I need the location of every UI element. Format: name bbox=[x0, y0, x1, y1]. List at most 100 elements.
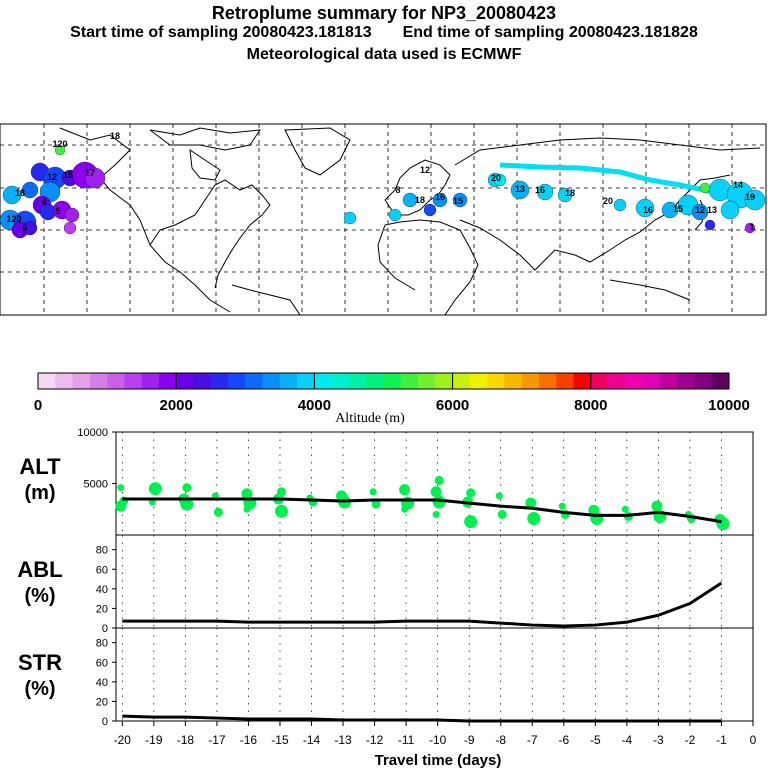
chart-title: Retroplume summary for NP3_20080423 bbox=[211, 3, 557, 23]
map-frame bbox=[0, 123, 767, 316]
plume-cluster-30 bbox=[661, 201, 679, 219]
plume-day-label-14: 18 bbox=[415, 195, 425, 205]
y-tick-label-abl: 80 bbox=[96, 545, 108, 557]
alt-scatter-point-5 bbox=[182, 483, 192, 493]
alt-scatter-point-36 bbox=[558, 502, 566, 510]
series-line-abl bbox=[122, 581, 723, 628]
altitude-colorbar: 0 2000 4000 6000 8000 10000 Altitude (m) bbox=[34, 372, 750, 426]
alt-scatter-point-2 bbox=[115, 500, 127, 512]
panel-alt: 10000 5000 ALT (m) bbox=[19, 427, 754, 536]
plume-cluster-40 bbox=[493, 173, 507, 187]
colorbar-cell-26 bbox=[487, 373, 505, 389]
map-coastlines bbox=[59, 127, 761, 316]
colorbar-cell-21 bbox=[400, 373, 419, 389]
alt-scatter-point-33 bbox=[497, 509, 507, 519]
alt-scatter-point-35 bbox=[527, 512, 541, 526]
x-tick-label-19: -1 bbox=[716, 733, 727, 747]
plume-day-label-22: 12 bbox=[695, 205, 705, 215]
y-tick-label-str: 60 bbox=[96, 657, 108, 669]
colorbar-label: Altitude (m) bbox=[335, 411, 405, 426]
plume-day-label-19: 20 bbox=[603, 196, 613, 206]
colorbar-cell-29 bbox=[538, 373, 557, 389]
plume-cluster-15 bbox=[22, 220, 38, 236]
coast-arctic-islands bbox=[149, 127, 262, 151]
x-tick-label-15: -5 bbox=[590, 733, 601, 747]
plume-cluster-17 bbox=[54, 144, 66, 156]
colorbar-tick-label-5: 10000 bbox=[708, 397, 750, 414]
x-tick-label-14: -6 bbox=[558, 733, 569, 747]
y-tick-label-alt: 10000 bbox=[77, 427, 108, 439]
plume-cluster-20 bbox=[423, 203, 437, 217]
plume-day-label-8: 4 bbox=[41, 197, 46, 207]
x-tick-label-9: -11 bbox=[398, 733, 415, 747]
plume-day-label-20: 16 bbox=[643, 205, 653, 215]
coast-asia bbox=[454, 137, 761, 271]
coast-greenland bbox=[284, 127, 351, 176]
colorbar-cell-20 bbox=[383, 373, 402, 389]
coast-north-america bbox=[59, 127, 271, 313]
plume-day-label-3: 15 bbox=[63, 170, 73, 180]
colorbar-cell-28 bbox=[521, 373, 540, 389]
plume-day-label-9: 5 bbox=[55, 206, 60, 216]
colorbar-cell-24 bbox=[452, 373, 471, 389]
x-tick-label-0: -20 bbox=[114, 733, 132, 747]
colorbar-cell-14 bbox=[279, 373, 298, 389]
y-tick-label-abl: 60 bbox=[96, 564, 108, 576]
y-tick-label-str: 0 bbox=[102, 716, 108, 728]
alt-scatter-point-3 bbox=[148, 482, 162, 496]
plume-cluster-36 bbox=[720, 200, 740, 220]
x-tick-label-13: -7 bbox=[527, 733, 538, 747]
colorbar-cell-16 bbox=[314, 373, 332, 389]
plume-day-label-15: 16 bbox=[435, 192, 445, 202]
colorbar-cell-22 bbox=[418, 373, 436, 389]
colorbar-cell-9 bbox=[193, 373, 212, 389]
plume-day-label-23: 14 bbox=[733, 180, 743, 190]
colorbar-cell-17 bbox=[331, 373, 350, 389]
colorbar-cell-2 bbox=[72, 373, 91, 389]
alt-scatter-point-9 bbox=[213, 507, 223, 517]
plume-cluster-28 bbox=[613, 198, 627, 212]
alt-scatter-point-31 bbox=[464, 515, 478, 529]
x-tick-label-18: -2 bbox=[685, 733, 696, 747]
coast-maritime-sea bbox=[609, 279, 691, 301]
plume-cluster-4 bbox=[84, 167, 106, 189]
y-tick-label-abl: 0 bbox=[102, 623, 108, 635]
colorbar-cell-4 bbox=[107, 373, 125, 389]
sampling-end-label: End time of sampling bbox=[402, 24, 565, 41]
colorbar-cell-39 bbox=[711, 373, 730, 389]
y-tick-label-abl: 20 bbox=[96, 603, 108, 615]
alt-scatter-point-26 bbox=[430, 486, 442, 498]
y-tick-label-alt: 5000 bbox=[84, 479, 108, 491]
panel-abl: 80 60 40 20 0 ABL (%) bbox=[17, 534, 754, 635]
x-tick-label-6: -14 bbox=[303, 733, 321, 747]
panel-label-str: STR bbox=[18, 650, 62, 675]
plume-main-track bbox=[499, 162, 706, 193]
x-tick-label-2: -18 bbox=[177, 733, 195, 747]
plume-cluster-38 bbox=[744, 222, 756, 234]
plume-cluster-22 bbox=[432, 192, 448, 208]
x-tick-label-3: -17 bbox=[208, 733, 226, 747]
plume-day-label-13: 13 bbox=[515, 184, 525, 194]
plume-cluster-35 bbox=[744, 189, 766, 211]
colorbar-cell-0 bbox=[38, 373, 56, 389]
plume-cluster-37 bbox=[704, 219, 716, 231]
sampling-times: Start time of sampling 20080423.181813 E… bbox=[0, 24, 768, 42]
plume-particle-clusters bbox=[0, 144, 766, 239]
colorbar-tick-label-0: 0 bbox=[34, 397, 42, 414]
plume-day-label-0: 120 bbox=[52, 139, 67, 149]
plume-day-label-18: 18 bbox=[565, 188, 575, 198]
plume-cluster-18 bbox=[343, 211, 357, 225]
alt-scatter-point-7 bbox=[180, 497, 194, 511]
colorbar-cell-27 bbox=[504, 373, 522, 389]
plume-cluster-27 bbox=[557, 187, 573, 203]
colorbar-cell-33 bbox=[608, 373, 626, 389]
panel-label-alt: ALT bbox=[19, 454, 61, 479]
colorbar-cell-1 bbox=[55, 373, 73, 389]
colorbar-tick-label-2: 4000 bbox=[298, 397, 331, 414]
colorbar-cell-34 bbox=[625, 373, 643, 389]
time-series-panels: 10000 5000 ALT (m) 80 60 40 20 0 ABL (%) 80 60 40 20 0 S… bbox=[17, 427, 756, 747]
plume-day-label-16: 15 bbox=[453, 196, 463, 206]
alt-scatter-point-22 bbox=[399, 484, 411, 496]
alt-scatter-point-32 bbox=[495, 492, 503, 500]
